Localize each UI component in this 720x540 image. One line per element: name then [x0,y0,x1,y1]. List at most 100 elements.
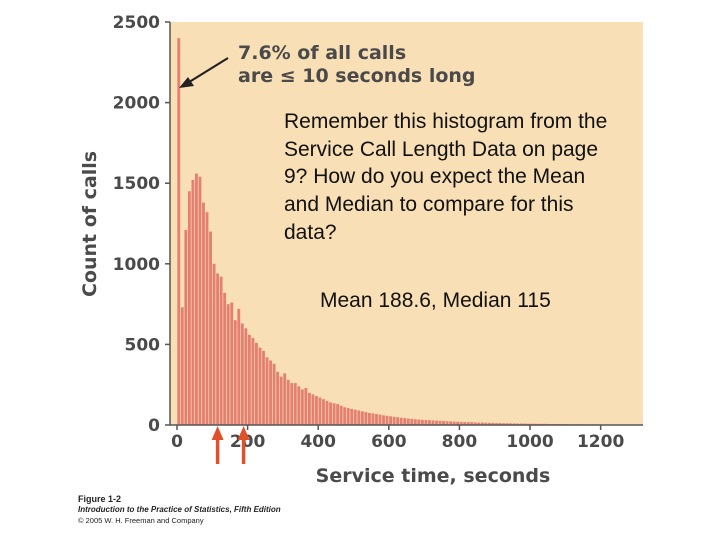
value-markers [211,426,250,464]
histogram-bar [223,292,227,425]
histogram-bar [283,373,287,425]
histogram-bar [491,422,495,425]
histogram-bar [195,173,198,425]
histogram-bar [244,328,248,425]
histogram-bar [484,422,488,425]
y-tick-labels: 0 500 1000 1500 2000 2500 [113,13,170,436]
histogram-bar [512,423,516,425]
y-tick-label: 0 [148,416,160,436]
histogram-bar [198,176,202,425]
histogram-bar [392,416,396,425]
histogram-bar [410,418,414,425]
histogram-bar [258,347,262,425]
histogram-bar [307,392,311,425]
histogram-bar [262,350,265,425]
histogram-bar [353,409,357,425]
histogram-bar [449,421,453,425]
figure-label: Figure 1-2 [78,494,122,504]
histogram-bar [495,423,498,425]
histogram-bar [473,422,477,425]
histogram-bar [311,394,315,425]
histogram-bar [237,308,241,425]
histogram-bar [445,421,449,425]
histogram-bar [456,421,460,425]
histogram-bar [428,420,431,425]
x-axis-label: Service time, seconds [316,465,551,487]
histogram-bar [488,422,491,425]
histogram-bar [240,323,244,425]
histogram-bar [420,419,424,425]
marker-arrow-head [237,426,250,440]
histogram-bar [187,191,191,425]
histogram-bar [219,276,223,425]
y-axis-label: Count of calls [79,151,101,297]
figure-book-title: Introduction to the Practice of Statisti… [78,505,281,514]
histogram-bar [463,422,467,425]
histogram-bar [297,386,301,425]
histogram-bar [438,420,442,425]
histogram-bar [357,410,361,425]
x-tick-label: 600 [371,432,407,452]
histogram-bar [459,421,463,425]
histogram-bar [191,179,195,425]
histogram-bar [279,376,283,425]
histogram-bar [403,418,407,425]
histogram-bar [498,423,502,425]
histogram-bar [470,422,474,425]
histogram-bar [477,422,481,425]
histogram-bar [452,421,456,425]
annotation-arrow [185,57,229,85]
histogram-bar [360,411,364,425]
histogram-bar [209,231,212,425]
question-text: Remember this histogram from the Service… [284,110,608,244]
histogram-bar [290,383,294,425]
histogram-bar [417,419,421,425]
histogram-bar [502,423,505,425]
histogram-bar [293,383,297,425]
histogram-bar [343,407,347,425]
histogram-bar [304,387,308,425]
histogram-bar [378,414,382,425]
y-tick-label: 1000 [113,255,160,275]
x-tick-label: 200 [230,432,266,452]
axes [169,22,643,426]
histogram-bar [180,307,184,425]
histogram-bar [276,371,280,425]
histogram-bar [322,399,325,425]
histogram-bar [375,414,378,425]
histogram-bar [216,273,220,425]
histogram-bar [505,423,509,425]
histogram-bar [435,420,438,425]
annotation-arrowhead [179,77,194,88]
histogram-bar [364,412,368,425]
y-tick-label: 1500 [113,174,160,194]
histogram-bar [247,334,251,425]
histogram-bar [332,403,336,425]
histogram-bar [382,415,385,425]
histogram-bar [184,229,188,425]
histogram-bar [466,422,470,425]
answer-text: Mean 188.6, Median 115 [320,289,551,312]
histogram-bar [265,357,269,425]
histogram-bar [226,304,230,425]
histogram-bar [325,400,329,425]
histogram-bar [212,263,216,425]
histogram-bar [336,404,340,425]
histogram-bar [202,202,205,425]
histogram-bar [286,379,290,425]
histogram-bar [385,415,389,425]
histogram-bar [315,395,318,425]
histogram-bar [205,212,209,425]
histogram-bar [431,420,435,425]
y-tick-label: 500 [125,335,161,355]
histogram-bar [269,360,272,425]
x-tick-labels: 0 200 400 600 800 1000 1200 [171,425,624,452]
histogram-bar [177,38,181,426]
histogram-bar [406,418,410,425]
x-tick-label: 0 [171,432,183,452]
histogram-bar [230,302,234,425]
x-tick-label: 1000 [506,432,553,452]
histogram-bar [389,416,392,425]
x-tick-label: 1200 [577,432,624,452]
